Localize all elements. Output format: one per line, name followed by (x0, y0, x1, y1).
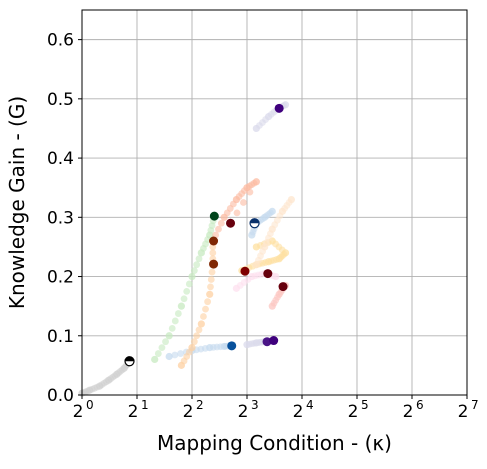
data-point (197, 320, 205, 328)
x-tick-base: 2 (183, 402, 194, 422)
data-point (162, 338, 169, 346)
data-point (174, 310, 182, 317)
data-point (204, 298, 212, 306)
y-tick-label: 0.6 (47, 31, 74, 51)
y-axis-ticks: 0.0 0.1 0.2 0.3 0.4 0.5 0.6 (47, 31, 82, 406)
data-point (177, 302, 186, 310)
x-tick-base: 2 (128, 402, 139, 422)
data-point (183, 287, 191, 295)
highlight-point (209, 236, 219, 246)
highlight-point (269, 336, 279, 346)
data-point (281, 101, 290, 109)
data-point (268, 207, 276, 215)
x-tick-exponent: 2 (196, 398, 204, 412)
data-point (195, 255, 203, 263)
y-tick-label: 0.1 (47, 327, 74, 347)
highlight-point (227, 341, 237, 351)
data-point (168, 324, 176, 332)
data-point (165, 332, 173, 340)
data-point (171, 317, 179, 325)
data-point (240, 199, 247, 206)
data-point (195, 326, 203, 334)
data-point (208, 268, 216, 276)
data-point (209, 249, 217, 257)
data-point (252, 243, 260, 251)
highlight-point (209, 259, 219, 269)
y-axis-title: Knowledge Gain - (G) (5, 96, 29, 309)
x-tick-base: 2 (458, 402, 469, 422)
data-point (202, 305, 209, 313)
data-point (193, 261, 201, 269)
data-point (188, 344, 196, 352)
data-point (188, 272, 196, 281)
data-point (185, 280, 193, 288)
x-tick-exponent: 0 (86, 398, 94, 412)
x-tick-exponent: 6 (416, 398, 424, 412)
data-point (151, 355, 159, 364)
data-point (171, 351, 179, 359)
x-tick-exponent: 4 (306, 398, 314, 412)
highlight-point-half (250, 218, 260, 224)
y-tick-label: 0.2 (47, 268, 74, 288)
highlight-point (278, 282, 288, 292)
data-point (154, 350, 162, 357)
data-point (200, 313, 207, 320)
highlight-point (240, 266, 250, 276)
y-tick-label: 0.0 (47, 386, 74, 406)
data-point (233, 209, 241, 217)
data-point (165, 352, 173, 361)
data-point (158, 344, 166, 352)
y-tick-label: 0.4 (47, 149, 74, 169)
x-tick-exponent: 1 (141, 398, 149, 412)
final-points (124, 103, 288, 367)
data-point (272, 272, 280, 281)
x-tick-exponent: 5 (361, 398, 369, 412)
data-point (217, 219, 225, 227)
y-tick-label: 0.5 (47, 90, 74, 110)
x-tick-base: 2 (238, 402, 249, 422)
highlight-point (274, 103, 284, 113)
data-point (190, 338, 198, 346)
x-axis-title: Mapping Condition - (κ) (157, 431, 392, 455)
data-point (190, 267, 198, 275)
x-tick-base: 2 (403, 402, 414, 422)
x-tick-base: 2 (293, 402, 304, 422)
highlight-point (263, 269, 273, 279)
y-tick-label: 0.3 (47, 208, 74, 228)
highlight-point-half (125, 356, 135, 362)
highlight-point (226, 218, 236, 228)
data-point (207, 276, 215, 283)
x-tick-base: 2 (348, 402, 359, 422)
x-tick-exponent: 3 (251, 398, 259, 412)
x-tick-base: 2 (73, 402, 84, 422)
data-point (180, 295, 188, 303)
highlight-point (209, 211, 219, 221)
x-tick-exponent: 7 (471, 398, 479, 412)
plot-frame (81, 9, 468, 396)
data-point (193, 332, 201, 340)
data-point (215, 225, 222, 233)
plot-area (82, 10, 467, 395)
highlight-point (262, 337, 272, 347)
data-point (246, 188, 254, 196)
data-point (206, 290, 214, 298)
data-point (252, 178, 260, 186)
data-point (177, 350, 184, 357)
data-point (287, 195, 296, 204)
data-point (207, 283, 214, 291)
